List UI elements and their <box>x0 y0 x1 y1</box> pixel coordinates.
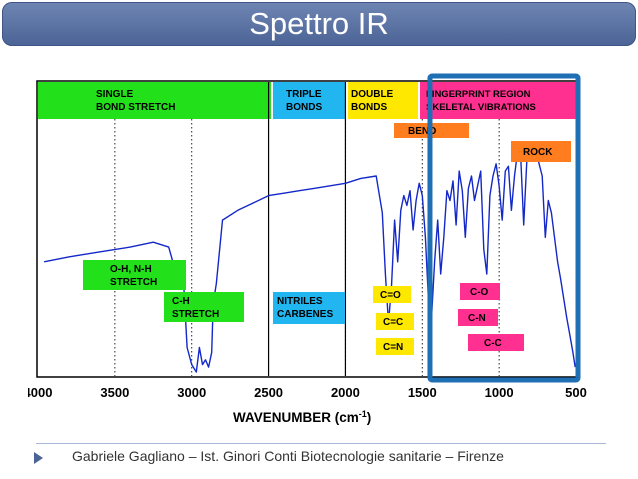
bend-label: BEND <box>408 126 436 137</box>
ch-line1: C-H <box>172 296 190 307</box>
rock-label-box <box>511 141 571 162</box>
plot-frame <box>36 80 578 378</box>
x-axis-label-end: ) <box>367 410 372 425</box>
ir-spectrum-chart: SINGLE BOND STRETCH TRIPLE BONDS DOUBLE … <box>28 73 587 425</box>
region-double-line2: BONDS <box>351 102 387 113</box>
co-single-label: C-O <box>470 287 489 298</box>
region-fingerprint-line1: FINGERPRINT REGION <box>426 89 531 100</box>
oh-nh-line1: O-H, N-H <box>110 264 152 275</box>
cc-single-label: C-C <box>484 338 502 349</box>
cn-double-box <box>376 338 414 355</box>
x-tick-labels: 4000 3500 3000 2500 2000 1500 1000 500 <box>28 385 587 400</box>
x-axis-label-main: WAVENUMBER (cm <box>233 410 359 425</box>
region-fingerprint <box>420 82 576 119</box>
nitriles-line2: CARBENES <box>277 309 333 320</box>
ch-line2: STRETCH <box>172 309 219 320</box>
cc-double-label: C=C <box>383 317 403 328</box>
co-double-label: C=O <box>380 290 401 301</box>
x-axis-label-sup: -1 <box>359 409 367 419</box>
fingerprint-highlight-frame <box>427 73 581 383</box>
footer-divider <box>36 443 606 444</box>
nitriles-box <box>273 292 345 324</box>
x-tick-3000: 3000 <box>177 385 206 400</box>
region-triple-line1: TRIPLE <box>286 89 322 100</box>
x-tick-500: 500 <box>565 385 587 400</box>
co-single-box <box>460 283 500 300</box>
oh-nh-stretch-box <box>83 260 186 290</box>
cn-single-label: C-N <box>468 313 486 324</box>
cc-double-box <box>376 313 414 330</box>
oh-nh-line2: STRETCH <box>110 277 157 288</box>
ch-stretch-box <box>164 292 244 322</box>
nitriles-line1: NITRILES <box>277 296 323 307</box>
cn-single-box <box>458 309 498 326</box>
cn-double-label: C=N <box>383 342 403 353</box>
title-bar <box>2 2 636 46</box>
region-double-bonds <box>348 82 418 119</box>
x-tick-4000: 4000 <box>28 385 52 400</box>
region-single-line1: SINGLE <box>96 89 134 100</box>
region-triple-line2: BONDS <box>286 102 322 113</box>
co-double-box <box>373 286 411 303</box>
x-axis-label: WAVENUMBER (cm-1) <box>233 409 371 425</box>
footer-arrow-icon <box>34 452 43 464</box>
region-triple-bonds <box>273 82 346 119</box>
region-single-bond <box>38 82 271 119</box>
cc-single-box <box>468 334 524 351</box>
region-single-line2: BOND STRETCH <box>96 102 175 113</box>
x-tick-3500: 3500 <box>100 385 129 400</box>
x-tick-1000: 1000 <box>485 385 514 400</box>
footer-text: Gabriele Gagliano – Ist. Ginori Conti Bi… <box>72 448 504 464</box>
region-fingerprint-line2: SKELETAL VIBRATIONS <box>426 102 536 113</box>
x-tick-2000: 2000 <box>331 385 360 400</box>
region-double-line1: DOUBLE <box>351 89 394 100</box>
slide-title: Spettro IR <box>249 6 389 41</box>
x-tick-1500: 1500 <box>408 385 437 400</box>
rock-label: ROCK <box>523 147 553 158</box>
x-tick-2500: 2500 <box>254 385 283 400</box>
